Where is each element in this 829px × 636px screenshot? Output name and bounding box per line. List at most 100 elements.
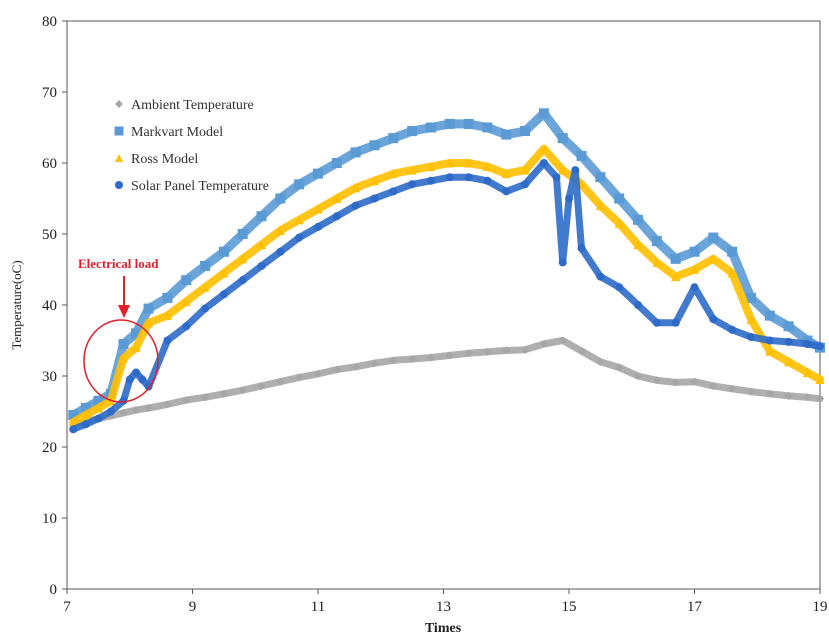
data-point (314, 369, 322, 378)
data-point (709, 381, 718, 390)
data-point (351, 183, 361, 193)
data-point (633, 214, 644, 225)
data-point (218, 246, 229, 257)
data-point (407, 165, 417, 175)
y-axis-title: Temperature(oC) (9, 260, 24, 349)
data-point (162, 292, 173, 303)
legend: Ambient Temperature Markvart Model Ross Mo… (114, 98, 269, 194)
y-tick-label: 80 (42, 14, 57, 30)
data-point (238, 276, 247, 285)
data-point (275, 193, 286, 204)
data-point (765, 389, 774, 398)
data-point (728, 384, 737, 393)
data-point (746, 314, 756, 324)
data-point (256, 211, 267, 222)
data-point (690, 265, 699, 274)
data-point (539, 159, 548, 167)
data-point (143, 303, 154, 314)
data-point (132, 406, 141, 415)
data-point (200, 282, 210, 292)
series-ross-model (68, 144, 825, 427)
data-point (709, 315, 718, 324)
data-point (276, 247, 285, 256)
data-point (445, 158, 455, 168)
data-point (651, 236, 662, 247)
data-point (539, 144, 549, 154)
x-tick-label: 13 (436, 599, 451, 615)
data-point (558, 258, 567, 267)
legend-label: Solar Panel Temperature (131, 179, 269, 194)
data-point (144, 403, 153, 412)
series-markvart-model (68, 108, 825, 421)
data-point (144, 318, 154, 328)
data-point (538, 108, 549, 119)
data-point (119, 408, 128, 417)
data-point (69, 425, 78, 434)
data-point (118, 339, 129, 350)
y-tick-label: 70 (42, 85, 57, 101)
y-tick-label: 30 (42, 369, 57, 385)
legend-marker (114, 126, 124, 136)
data-point (163, 336, 172, 345)
data-point (332, 365, 341, 374)
data-point (728, 325, 737, 334)
data-point (426, 353, 435, 362)
data-point (201, 304, 210, 313)
data-point (445, 173, 454, 182)
data-point (332, 194, 342, 203)
data-point (727, 246, 738, 257)
data-point (745, 292, 756, 303)
data-point (784, 337, 793, 346)
data-point (690, 377, 699, 386)
legend-marker (115, 181, 123, 189)
data-point (407, 126, 418, 137)
data-point (219, 290, 228, 299)
legend-marker (115, 100, 123, 108)
data-point (670, 253, 681, 264)
data-point (276, 377, 285, 386)
y-tick-label: 50 (42, 227, 57, 243)
data-point (68, 410, 79, 421)
data-point (614, 193, 625, 204)
data-point (426, 176, 435, 185)
data-point (765, 346, 775, 356)
data-point (501, 129, 512, 140)
data-point (294, 179, 305, 190)
data-point (369, 176, 379, 186)
data-point (464, 173, 473, 182)
data-point (219, 268, 229, 278)
data-point (181, 296, 191, 306)
data-point (132, 368, 141, 377)
data-point (815, 375, 825, 385)
data-point (463, 118, 474, 129)
data-point (596, 357, 605, 366)
x-tick-label: 9 (189, 599, 197, 615)
data-point (784, 357, 794, 367)
data-point (425, 122, 436, 133)
data-point (388, 133, 399, 144)
data-point (182, 396, 191, 405)
data-point (93, 403, 103, 413)
data-point (426, 162, 436, 172)
data-point (483, 347, 492, 356)
data-point (125, 375, 134, 384)
data-point (464, 349, 473, 358)
data-point (708, 254, 718, 264)
annotation-circle (83, 319, 159, 403)
data-point (464, 158, 474, 168)
data-point (565, 194, 573, 203)
data-point (803, 393, 812, 402)
data-point (68, 417, 78, 427)
x-tick-label: 17 (687, 599, 703, 615)
legend-label: Markvart Model (131, 125, 223, 140)
data-point (520, 165, 530, 175)
data-point (201, 393, 210, 402)
plot-area (66, 20, 821, 590)
data-point (219, 389, 228, 398)
data-point (765, 336, 774, 345)
data-point (746, 387, 755, 396)
data-point (118, 353, 128, 363)
x-tick-label: 7 (63, 599, 71, 615)
data-point (746, 332, 755, 341)
data-point (552, 173, 561, 182)
